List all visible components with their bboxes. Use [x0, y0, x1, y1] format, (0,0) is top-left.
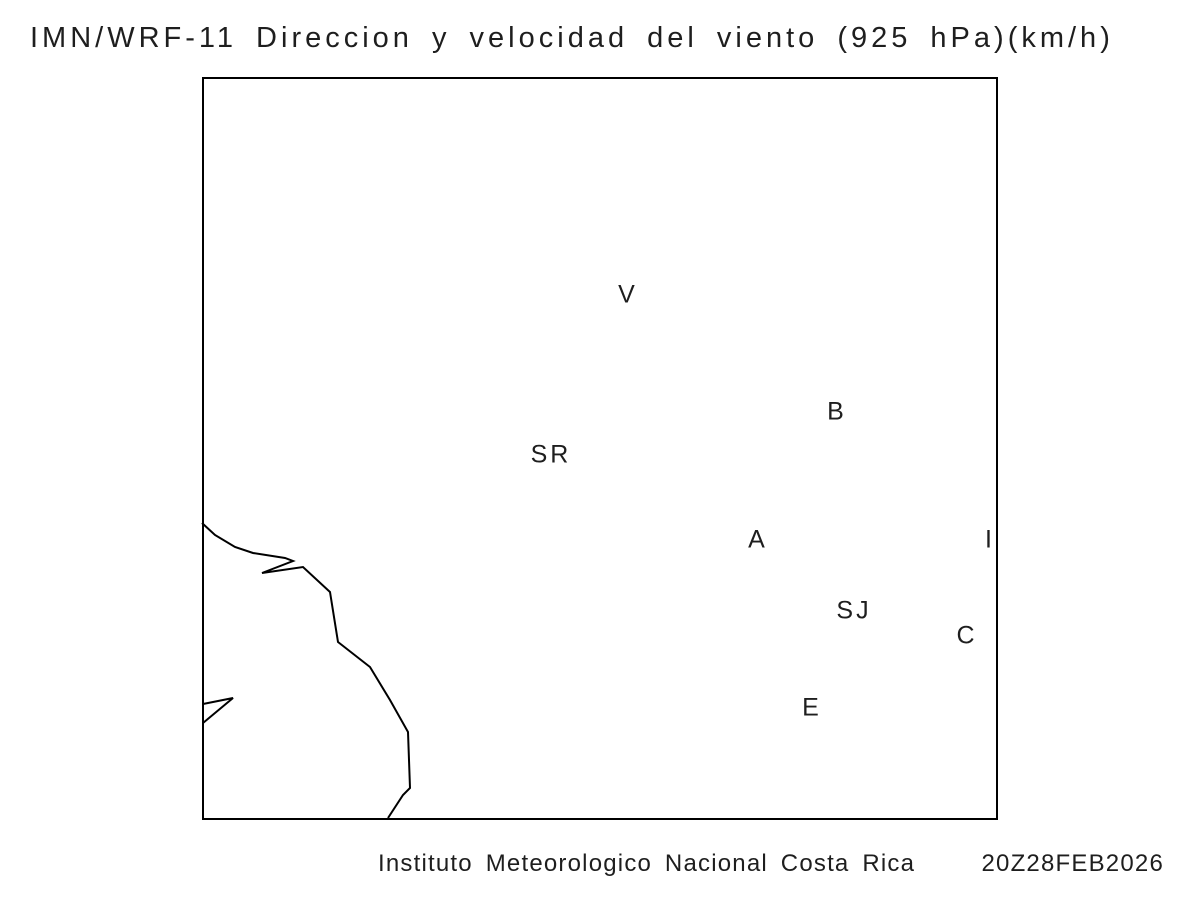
station-label-b: B: [827, 397, 847, 426]
station-label-e: E: [802, 693, 822, 722]
station-label-sj: SJ: [836, 596, 872, 625]
footer: Instituto Meteorologico Nacional Costa R…: [378, 850, 1164, 878]
station-label-sr: SR: [530, 440, 572, 469]
station-label-c: C: [956, 621, 978, 650]
footer-timestamp: 20Z28FEB2026: [981, 850, 1164, 877]
footer-institution: Instituto Meteorologico Nacional Costa R…: [378, 850, 916, 877]
station-label-i: I: [985, 525, 995, 554]
page-title: IMN/WRF-11 Direccion y velocidad del vie…: [30, 22, 1114, 54]
station-label-a: A: [748, 525, 768, 554]
station-label-v: V: [618, 280, 638, 309]
